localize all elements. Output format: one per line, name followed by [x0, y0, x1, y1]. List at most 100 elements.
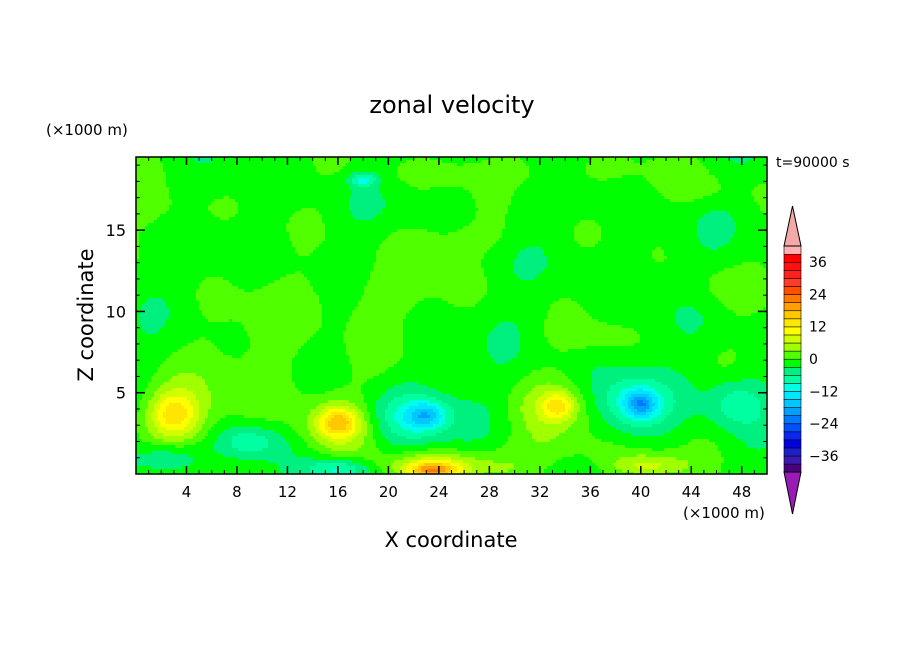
contour-cell — [466, 199, 470, 203]
contour-cell — [700, 193, 704, 197]
contour-cell — [451, 160, 455, 164]
contour-cell — [307, 205, 311, 209]
contour-cell — [736, 202, 740, 206]
contour-cell — [274, 211, 278, 215]
contour-cell — [196, 205, 200, 209]
contour-cell — [445, 166, 449, 170]
contour-cell — [445, 181, 449, 185]
contour-cell — [571, 199, 575, 203]
contour-cell — [652, 214, 656, 218]
contour-cell — [430, 172, 434, 176]
contour-cell — [262, 223, 266, 227]
contour-cell — [499, 160, 503, 164]
contour-cell — [742, 202, 746, 206]
contour-cell — [253, 181, 257, 185]
contour-cell — [616, 163, 620, 167]
contour-cell — [310, 211, 314, 215]
contour-cell — [523, 181, 527, 185]
contour-cell — [205, 187, 209, 191]
contour-cell — [661, 187, 665, 191]
contour-cell — [379, 163, 383, 167]
contour-cell — [760, 163, 764, 167]
contour-cell — [340, 181, 344, 185]
contour-cell — [196, 208, 200, 212]
contour-cell — [289, 181, 293, 185]
contour-cell — [634, 211, 638, 215]
contour-cell — [376, 223, 380, 227]
contour-cell — [430, 166, 434, 170]
contour-cell — [484, 175, 488, 179]
contour-cell — [433, 181, 437, 185]
contour-cell — [757, 205, 761, 209]
contour-cell — [178, 211, 182, 215]
contour-cell — [583, 163, 587, 167]
contour-cell — [484, 166, 488, 170]
contour-cell — [484, 172, 488, 176]
contour-cell — [469, 226, 473, 230]
contour-cell — [568, 187, 572, 191]
contour-cell — [373, 163, 377, 167]
contour-cell — [502, 160, 506, 164]
contour-cell — [178, 190, 182, 194]
contour-cell — [649, 202, 653, 206]
contour-cell — [634, 157, 638, 161]
contour-cell — [262, 175, 266, 179]
contour-cell — [334, 163, 338, 167]
contour-cell — [577, 184, 581, 188]
contour-cell — [481, 190, 485, 194]
contour-cell — [403, 217, 407, 221]
contour-cell — [361, 178, 365, 182]
contour-cell — [442, 205, 446, 209]
contour-cell — [400, 157, 404, 161]
contour-cell — [328, 184, 332, 188]
contour-cell — [481, 223, 485, 227]
contour-cell — [352, 184, 356, 188]
contour-cell — [244, 223, 248, 227]
contour-cell — [487, 190, 491, 194]
contour-cell — [586, 157, 590, 161]
contour-cell — [154, 178, 158, 182]
contour-cell — [178, 202, 182, 206]
contour-cell — [679, 223, 683, 227]
contour-cell — [325, 172, 329, 176]
contour-cell — [190, 187, 194, 191]
contour-cell — [736, 187, 740, 191]
contour-cell — [526, 181, 530, 185]
contour-cell — [757, 202, 761, 206]
contour-cell — [172, 184, 176, 188]
contour-cell — [757, 178, 761, 182]
contour-cell — [700, 169, 704, 173]
contour-cell — [289, 178, 293, 182]
contour-cell — [265, 202, 269, 206]
contour-cell — [304, 190, 308, 194]
contour-cell — [616, 223, 620, 227]
contour-cell — [724, 157, 728, 161]
contour-cell — [502, 157, 506, 161]
contour-cell — [205, 193, 209, 197]
contour-cell — [196, 172, 200, 176]
contour-cell — [424, 205, 428, 209]
contour-cell — [451, 217, 455, 221]
contour-cell — [385, 190, 389, 194]
contour-cell — [514, 181, 518, 185]
contour-cell — [742, 160, 746, 164]
contour-cell — [547, 217, 551, 221]
contour-cell — [181, 226, 185, 230]
contour-cell — [244, 166, 248, 170]
contour-cell — [685, 214, 689, 218]
contour-cell — [259, 220, 263, 224]
contour-cell — [532, 193, 536, 197]
contour-cell — [526, 208, 530, 212]
contour-cell — [247, 205, 251, 209]
contour-cell — [763, 157, 767, 161]
contour-cell — [298, 220, 302, 224]
contour-cell — [580, 202, 584, 206]
contour-cell — [247, 199, 251, 203]
contour-cell — [223, 166, 227, 170]
contour-cell — [286, 172, 290, 176]
contour-cell — [514, 163, 518, 167]
contour-cell — [760, 202, 764, 206]
contour-cell — [412, 178, 416, 182]
contour-cell — [733, 211, 737, 215]
contour-cell — [427, 217, 431, 221]
